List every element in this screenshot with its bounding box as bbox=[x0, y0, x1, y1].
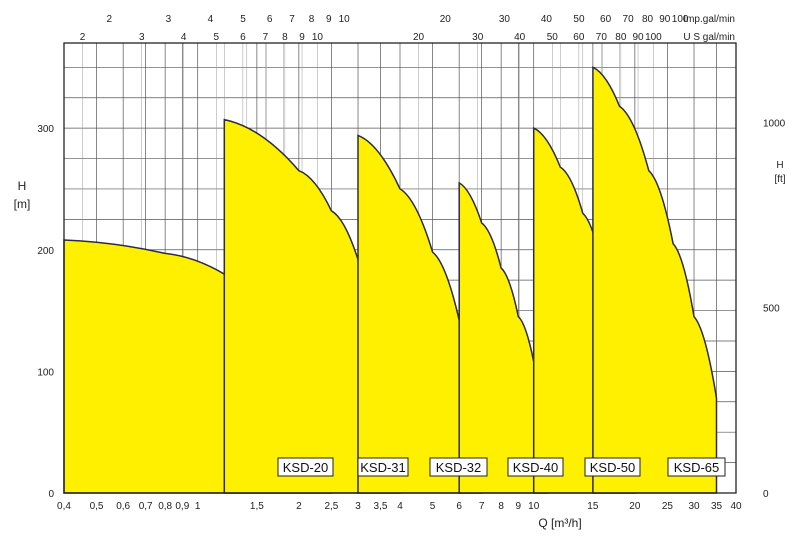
imp-gal-tick-label: 8 bbox=[309, 14, 315, 25]
label-box-text: KSD-31 bbox=[360, 460, 406, 475]
x-tick-label: 3 bbox=[355, 501, 361, 512]
imp-gal-tick-label: 10 bbox=[339, 14, 351, 25]
x-tick-label: 20 bbox=[629, 501, 641, 512]
y-axis-label: [m] bbox=[14, 197, 31, 211]
us-gal-tick-label: 90 bbox=[632, 32, 644, 43]
imp-gal-tick-label: 60 bbox=[600, 14, 612, 25]
us-gal-tick-label: 40 bbox=[514, 32, 526, 43]
us-gal-tick-label: 5 bbox=[213, 32, 219, 43]
x-tick-label: 1,5 bbox=[250, 501, 264, 512]
x-tick-label: 6 bbox=[456, 501, 462, 512]
x-tick-label: 0,7 bbox=[139, 501, 153, 512]
imp-gal-tick-label: 40 bbox=[541, 14, 553, 25]
us-gal-tick-label: 70 bbox=[596, 32, 608, 43]
us-gal-tick-label: 7 bbox=[263, 32, 269, 43]
x-tick-label: 2,5 bbox=[324, 501, 338, 512]
label-box-frame bbox=[357, 457, 409, 477]
x-tick-label: 25 bbox=[662, 501, 674, 512]
x-tick-label: 35 bbox=[711, 501, 723, 512]
imp-gal-tick-label: 7 bbox=[289, 14, 295, 25]
x-tick-label: 0,8 bbox=[158, 501, 172, 512]
label-box-frame bbox=[429, 457, 488, 477]
x-tick-label: 3,5 bbox=[374, 501, 388, 512]
pump-areas bbox=[63, 66, 718, 494]
imp-gal-tick-label: 30 bbox=[499, 14, 511, 25]
x-tick-label: 0,4 bbox=[57, 501, 71, 512]
area-ksd-65 bbox=[592, 66, 718, 494]
label-box-ksd-31: KSD-31 bbox=[357, 457, 409, 477]
x-tick-label: 5 bbox=[430, 501, 436, 512]
label-box-text: KSD-32 bbox=[436, 460, 482, 475]
imp-gal-tick-label: 80 bbox=[642, 14, 654, 25]
y-tick-label: 200 bbox=[37, 246, 54, 257]
x-tick-label: 10 bbox=[528, 501, 540, 512]
us-gal-tick-label: 30 bbox=[472, 32, 484, 43]
label-box-ksd-20: KSD-20 bbox=[277, 457, 334, 477]
us-gal-tick-label: 2 bbox=[80, 32, 86, 43]
imp-gal-tick-label: 5 bbox=[240, 14, 246, 25]
imp-gal-tick-label: 4 bbox=[208, 14, 214, 25]
label-box-ksd-65: KSD-65 bbox=[667, 457, 726, 477]
label-box-ksd-50: KSD-50 bbox=[584, 457, 641, 477]
label-box-text: KSD-40 bbox=[513, 460, 559, 475]
label-box-text: KSD-65 bbox=[674, 460, 720, 475]
x-tick-label: 40 bbox=[730, 501, 742, 512]
plot-frame bbox=[63, 42, 737, 494]
us-gal-tick-label: 3 bbox=[139, 32, 145, 43]
imp-gal-tick-label: 100 bbox=[672, 14, 689, 25]
y-tick-label: 0 bbox=[48, 489, 54, 500]
us-gal-tick-label: 10 bbox=[312, 32, 324, 43]
x-tick-label: 2 bbox=[296, 501, 302, 512]
imp-gal-tick-label: 6 bbox=[267, 14, 273, 25]
y2-tick-label: 0 bbox=[763, 489, 769, 500]
x-tick-label: 0,6 bbox=[116, 501, 130, 512]
x-tick-label: 7 bbox=[479, 501, 485, 512]
y-tick-label: 100 bbox=[37, 367, 54, 378]
label-box-ksd-32: KSD-32 bbox=[429, 457, 488, 477]
label-box-text: KSD-50 bbox=[590, 460, 636, 475]
imp-gal-axis-label: Imp.gal/min bbox=[683, 14, 735, 25]
us-gal-tick-label: 50 bbox=[547, 32, 559, 43]
imp-gal-tick-label: 20 bbox=[440, 14, 452, 25]
label-box-frame bbox=[277, 457, 334, 477]
label-box-frame bbox=[667, 457, 726, 477]
label-box-text: KSD-20 bbox=[283, 460, 329, 475]
y-axis-label: H bbox=[18, 179, 27, 193]
y2-axis-label: [ft] bbox=[774, 174, 785, 185]
imp-gal-tick-label: 90 bbox=[659, 14, 671, 25]
label-box-ksd-40: KSD-40 bbox=[507, 457, 564, 477]
x-tick-label: 0,9 bbox=[175, 501, 189, 512]
x-tick-label: 9 bbox=[516, 501, 522, 512]
curve-labels: KSD-20 KSD-31 KSD-32 KSD-40 KSD-50 KSD-65 bbox=[277, 457, 726, 477]
y-tick-label: 300 bbox=[37, 124, 54, 135]
imp-gal-tick-label: 3 bbox=[166, 14, 172, 25]
y2-axis-label: H bbox=[776, 160, 783, 171]
label-box-frame bbox=[507, 457, 564, 477]
x-axis-label: Q [m³/h] bbox=[538, 516, 581, 530]
us-gal-tick-label: 6 bbox=[240, 32, 246, 43]
x-tick-label: 0,5 bbox=[90, 501, 104, 512]
x-tick-label: 4 bbox=[397, 501, 403, 512]
imp-gal-tick-label: 2 bbox=[107, 14, 113, 25]
x-tick-label: 15 bbox=[587, 501, 599, 512]
us-gal-tick-label: 60 bbox=[573, 32, 585, 43]
x-tick-label: 1 bbox=[195, 501, 201, 512]
us-gal-tick-label: 4 bbox=[181, 32, 187, 43]
us-gal-tick-label: 100 bbox=[645, 32, 662, 43]
label-box-frame bbox=[584, 457, 641, 477]
y2-tick-label: 1000 bbox=[763, 118, 786, 129]
imp-gal-tick-label: 50 bbox=[573, 14, 585, 25]
us-gal-axis-label: U S gal/min bbox=[683, 32, 735, 43]
us-gal-tick-label: 20 bbox=[413, 32, 425, 43]
y2-tick-label: 500 bbox=[763, 304, 780, 315]
us-gal-tick-label: 80 bbox=[615, 32, 627, 43]
imp-gal-tick-label: 70 bbox=[623, 14, 635, 25]
x-tick-label: 8 bbox=[498, 501, 504, 512]
axes: 0,4 0,5 0,6 0,7 0,8 0,9 1 1,5 2 2,5 3 3,5 4 5 6 7 8 9 10 15… bbox=[14, 14, 786, 530]
imp-gal-tick-label: 9 bbox=[326, 14, 332, 25]
us-gal-tick-label: 9 bbox=[299, 32, 305, 43]
us-gal-tick-label: 8 bbox=[282, 32, 288, 43]
x-tick-label: 30 bbox=[688, 501, 700, 512]
